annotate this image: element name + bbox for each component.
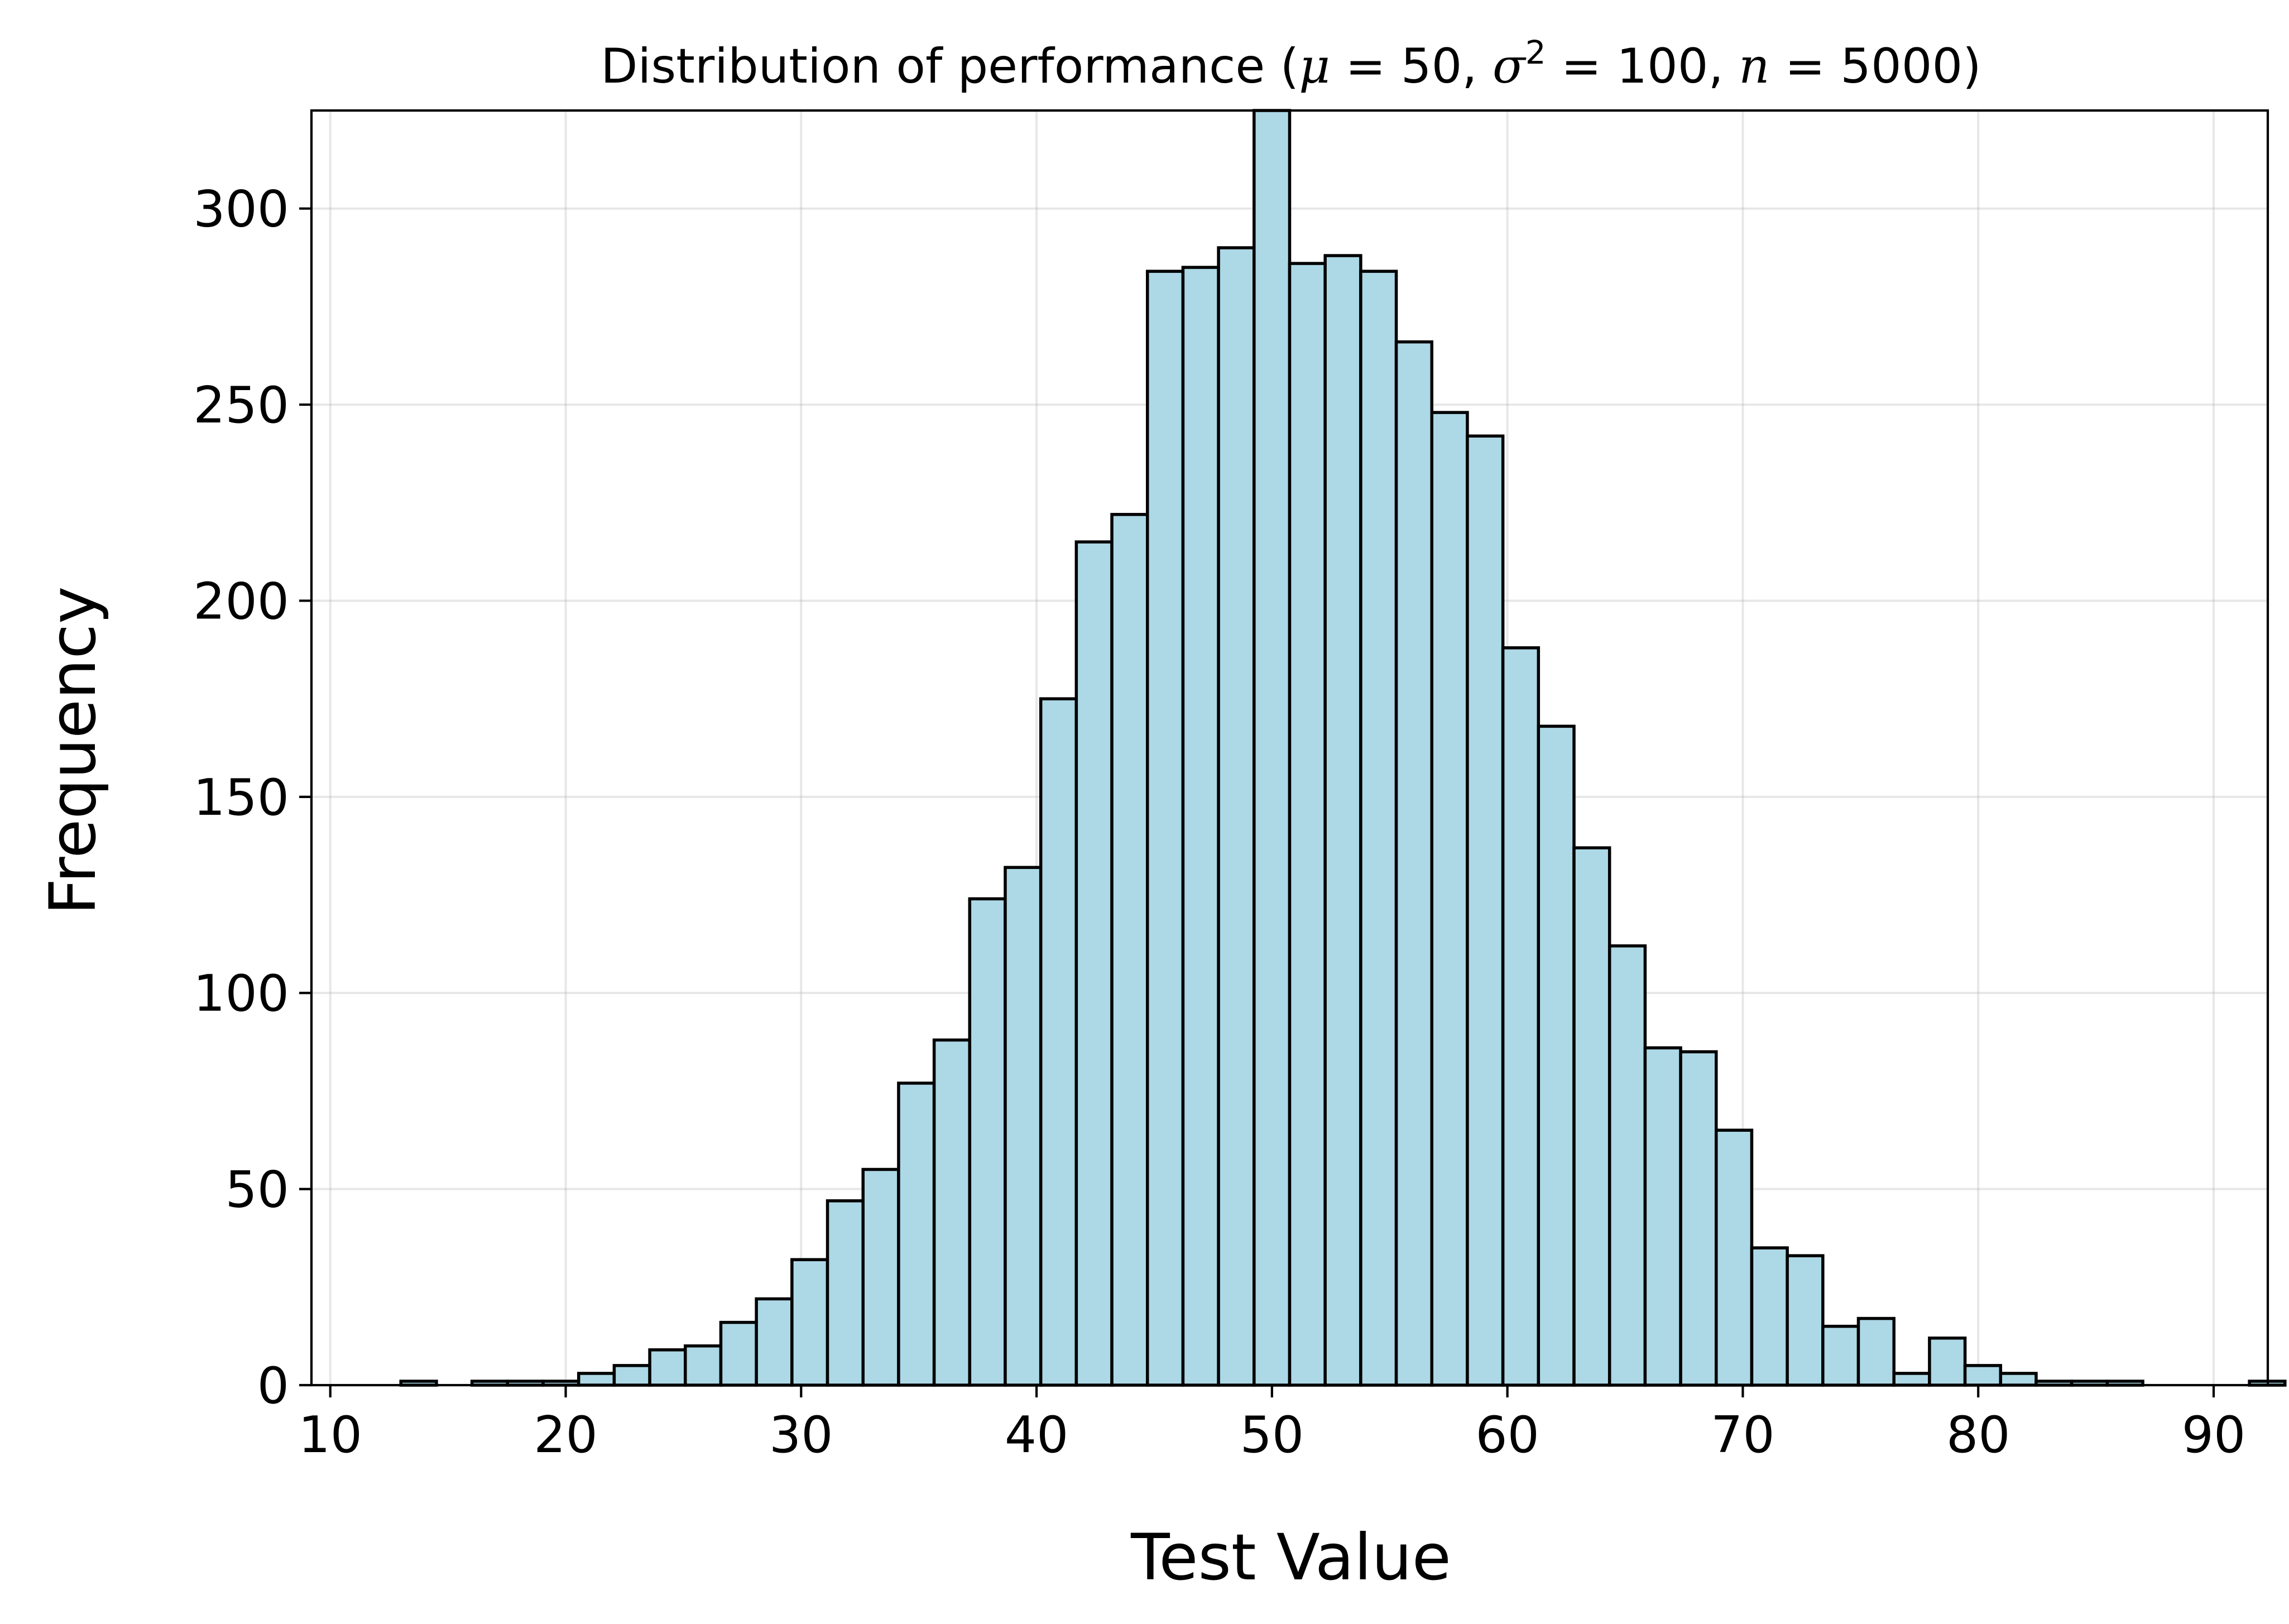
histogram-bar: [1786, 1254, 1825, 1387]
x-tick-label: 20: [534, 1406, 598, 1464]
x-tick-label: 80: [1946, 1406, 2010, 1464]
histogram-bar: [1039, 697, 1078, 1387]
y-tick-label: 200: [193, 572, 289, 631]
histogram-bar: [1466, 434, 1505, 1387]
histogram-bar: [897, 1082, 936, 1387]
histogram-bar: [1856, 1317, 1895, 1387]
y-axis-label: Frequency: [36, 587, 110, 915]
histogram-bar: [755, 1297, 794, 1387]
x-tick-label: 90: [2182, 1406, 2246, 1464]
y-axis-ticks: 0 50 100 150 200 250 300: [193, 180, 311, 1415]
histogram-bar: [790, 1258, 829, 1387]
histogram-bar: [1928, 1336, 1967, 1387]
y-tick-label: 0: [257, 1357, 289, 1415]
histogram-bar: [612, 1364, 651, 1387]
y-tick-label: 50: [225, 1161, 289, 1219]
histogram-bar: [1643, 1046, 1682, 1387]
plot-frame: [310, 109, 2269, 1387]
x-tick-label: 70: [1711, 1406, 1775, 1464]
x-tick-label: 10: [298, 1406, 362, 1464]
histogram-bar: [648, 1348, 687, 1387]
histogram-bar: [1253, 109, 1292, 1387]
histogram-bar: [1537, 724, 1576, 1387]
histogram-bar: [1607, 944, 1647, 1387]
histogram-bar: [1394, 340, 1434, 1387]
histogram-bar: [1359, 270, 1398, 1387]
chart-title: Distribution of performance (μ = 50, σ2 …: [601, 33, 1981, 94]
histogram-bar: [826, 1199, 865, 1387]
histogram-bar: [1750, 1246, 1789, 1387]
x-axis-label: Test Value: [1130, 1520, 1451, 1594]
y-tick-label: 250: [193, 376, 289, 435]
histogram-bar: [1892, 1372, 1931, 1387]
x-tick-label: 30: [769, 1406, 833, 1464]
x-tick-label: 50: [1240, 1406, 1304, 1464]
x-axis-ticks: 10 20 30 40 50 60 70 80 90: [298, 1385, 2245, 1464]
histogram-bar: [1430, 411, 1469, 1387]
histogram-bar: [1217, 246, 1256, 1387]
histogram-bar: [719, 1320, 758, 1387]
histogram-bar: [1074, 540, 1114, 1387]
histogram-bar: [1821, 1324, 1860, 1387]
histogram-bar: [1323, 254, 1362, 1387]
histogram-bar: [1110, 513, 1149, 1387]
y-tick-label: 150: [193, 768, 289, 827]
histogram-bar: [1963, 1364, 2003, 1387]
histogram-bar: [1715, 1128, 1754, 1387]
y-tick-label: 100: [193, 964, 289, 1023]
histogram-bar: [1572, 846, 1611, 1387]
histogram-bar: [968, 897, 1007, 1387]
x-tick-label: 60: [1475, 1406, 1539, 1464]
histogram-bar: [1004, 866, 1043, 1387]
x-tick-label: 40: [1005, 1406, 1069, 1464]
histogram-bar: [684, 1344, 723, 1387]
y-tick-label: 300: [193, 180, 289, 239]
histogram-bar: [577, 1372, 616, 1387]
histogram-bar: [1145, 270, 1185, 1387]
histogram-bar: [1181, 266, 1220, 1387]
histogram-bars: [399, 109, 2287, 1387]
histogram-bar: [932, 1038, 972, 1387]
histogram-bar: [1501, 646, 1541, 1387]
histogram-bar: [1999, 1372, 2038, 1387]
histogram-bar: [861, 1167, 900, 1387]
histogram-bar: [1679, 1050, 1718, 1387]
histogram-bar: [1288, 262, 1327, 1387]
